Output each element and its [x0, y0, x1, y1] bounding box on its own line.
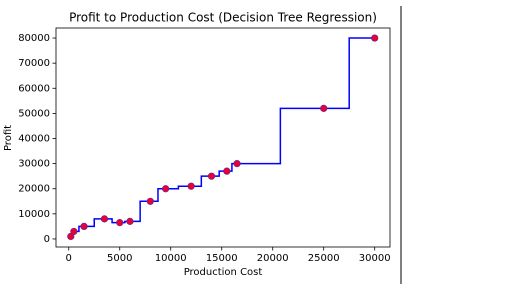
x-tick-label: 0	[66, 253, 72, 264]
data-point	[70, 227, 78, 236]
y-tick-label: 20000	[18, 184, 50, 195]
data-point	[146, 197, 154, 205]
x-tick-label: 25000	[308, 253, 340, 264]
x-tick-label: 5000	[107, 253, 132, 264]
data-point	[207, 172, 216, 180]
data-point	[223, 167, 231, 175]
data-point	[116, 219, 124, 227]
x-tick-label: 10000	[155, 253, 187, 264]
y-tick-label: 70000	[18, 58, 50, 69]
y-tick-label: 0	[44, 234, 50, 245]
data-point	[126, 217, 134, 225]
data-point	[187, 182, 195, 190]
y-tick-label: 30000	[18, 159, 50, 170]
x-tick-label: 30000	[359, 253, 391, 264]
x-tick-label: 20000	[257, 253, 289, 264]
x-axis-label: Production Cost	[184, 267, 263, 278]
y-tick-label: 80000	[18, 33, 50, 44]
data-point	[320, 104, 328, 112]
y-tick-label: 50000	[18, 108, 50, 119]
chart-title: Profit to Production Cost (Decision Tree…	[69, 11, 377, 25]
y-tick-label: 60000	[18, 83, 50, 94]
data-point	[233, 160, 241, 168]
data-point	[162, 185, 170, 193]
plot-frame	[55, 27, 391, 248]
data-point	[100, 215, 109, 223]
x-tick-label: 15000	[206, 253, 238, 264]
y-tick-label: 40000	[18, 134, 50, 145]
y-axis-label: Profit	[3, 125, 14, 151]
data-point	[371, 34, 379, 42]
step-line	[68, 37, 375, 238]
data-point	[80, 222, 88, 231]
y-tick-label: 10000	[18, 209, 50, 220]
